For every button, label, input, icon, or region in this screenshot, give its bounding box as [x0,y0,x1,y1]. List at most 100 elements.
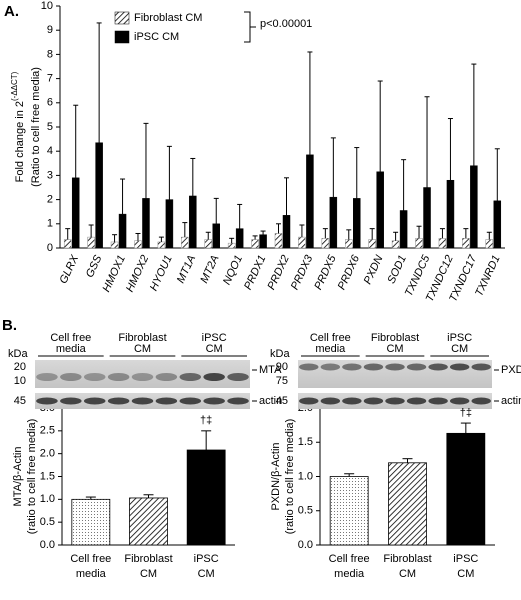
blot-group-label: CM [451,343,468,355]
bar [110,241,119,249]
blot-actin-band [385,397,405,405]
blot-group-label: media [56,343,87,355]
blot-unit: kDa [8,348,28,360]
bar [353,198,361,249]
annotation: †‡ [460,407,472,419]
bar [71,498,111,546]
blot-band [449,363,470,371]
blot-actin-band [83,397,106,405]
bar [485,239,494,249]
y-axis-label: MTA/β-Actin [12,447,24,507]
blot-band [320,363,341,371]
bar [493,200,502,249]
blot-band [406,363,427,371]
blot-actin-band [406,397,427,405]
x-tick-label: iPSC [453,553,478,565]
bar [71,177,80,249]
panel-label: B. [2,317,17,334]
bar [446,432,486,546]
bar [321,238,330,249]
bar [282,215,291,249]
y-tick-label: 4 [47,145,53,157]
blot-actin-band [155,397,178,405]
blot-band [385,363,405,371]
blot-marker: 10 [14,375,26,387]
blot-group-label: CM [206,343,223,355]
blot-band [471,363,491,371]
x-tick-label: CM [140,568,157,580]
blot-band [179,373,202,381]
bar [368,239,376,249]
bar [186,449,226,546]
blot-actin-band [449,397,470,405]
y-tick-label: 1.0 [40,493,55,505]
x-tick-label: CM [457,568,474,580]
x-tick-label: MT1A [175,253,198,285]
legend-swatch [114,30,130,44]
bracket [244,11,256,43]
blot-band [363,363,384,371]
blot-target-label: MTA [259,364,282,376]
bar [388,462,427,546]
bar [345,239,353,249]
x-tick-label: GSS [84,253,105,280]
bar [212,223,220,249]
y-axis-label: Fold change in 2(-ΔΔCT) [10,71,26,182]
blot-group-label: CM [386,343,403,355]
x-tick-label: CM [399,568,416,580]
blot-band [60,373,82,381]
blot-actin-band [342,397,362,405]
y-tick-label: 1.5 [40,470,55,482]
y-tick-label: 6 [47,97,53,109]
y-tick-label: 10 [41,0,53,12]
blot-actin-band [36,397,58,405]
bar [118,213,127,249]
bar [251,239,259,249]
x-tick-label: PRDX2 [265,253,291,291]
blot-group-label: Cell free [310,332,351,344]
legend-label: Fibroblast CM [134,12,202,24]
bar [142,198,150,249]
blot-marker: 45 [276,395,288,407]
blot-actin-band [299,397,319,405]
bar [157,241,166,249]
blot-band [299,363,319,371]
y-axis-label-sup: (-ΔΔCT) [10,71,19,101]
y-tick-label: 3 [47,169,53,181]
blot-band [227,373,249,381]
bar [181,236,189,249]
x-tick-label: MT2A [198,253,221,285]
y-tick-label: 2.0 [40,448,55,460]
bar [87,236,95,249]
x-tick-label: Cell free [329,553,370,565]
blot-group-label: CM [134,343,151,355]
x-tick-label: SOD1 [385,253,409,285]
bar [446,179,455,249]
blot-actin-band [320,397,341,405]
blot-marker: 45 [14,395,26,407]
y-tick-label: 0.0 [298,539,313,551]
y-tick-label: 2.5 [40,425,55,437]
x-tick-label: media [334,568,365,580]
bar [129,497,168,546]
x-tick-label: PXDN [362,253,386,286]
bar [95,142,103,249]
blot-group-label: media [315,343,346,355]
y-axis-label-2: (ratio to cell free media) [284,419,296,535]
x-tick-label: media [76,568,107,580]
y-tick-label: 1.0 [298,470,313,482]
x-tick-label: HYOU1 [148,253,175,292]
x-tick-label: NQO1 [221,253,245,286]
y-axis-label-2: (Ratio to cell free media) [30,67,42,187]
y-tick-label: 2 [47,194,53,206]
x-tick-label: GLRX [58,253,82,286]
y-tick-label: 1 [47,218,53,230]
y-tick-label: 7 [47,73,53,85]
blot-band [36,373,58,381]
bar [134,240,142,249]
blot-band [83,373,106,381]
y-axis-label-2: (ratio to cell free media) [26,419,38,535]
y-tick-label: 0.5 [40,516,55,528]
x-tick-label: PRDX1 [242,253,268,291]
blot-actin-band [60,397,82,405]
